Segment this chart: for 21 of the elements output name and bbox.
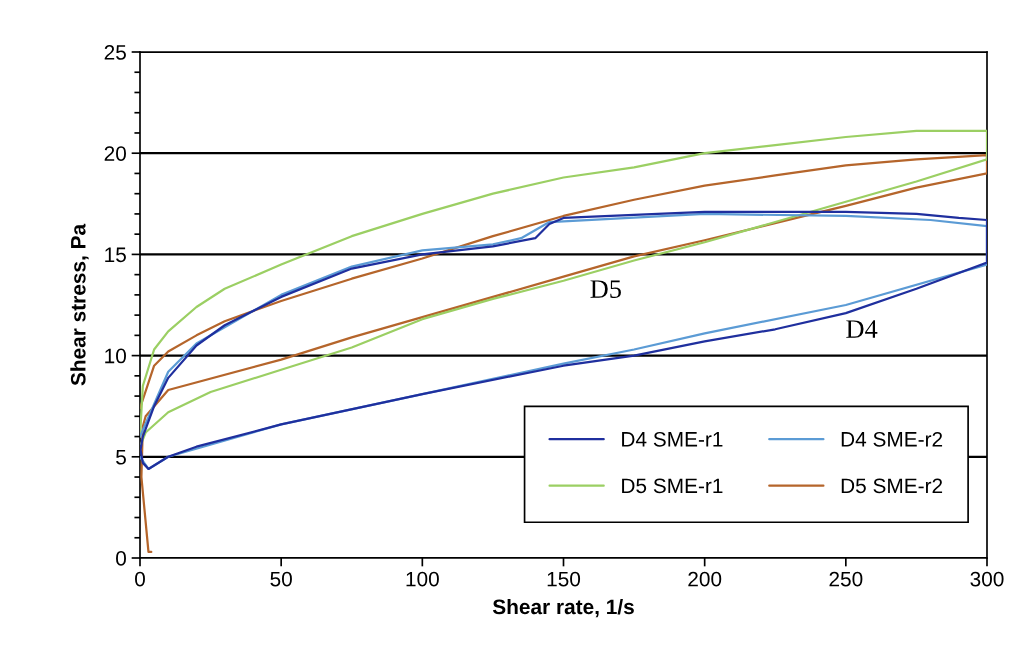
annotation: D4	[846, 320, 878, 338]
y-axis-title: Shear stress, Pa	[70, 223, 89, 386]
y-tick-label: 5	[116, 450, 126, 465]
x-tick-label: 100	[406, 571, 439, 587]
y-tick-label: 25	[104, 45, 126, 60]
x-tick-label: 150	[547, 571, 581, 587]
legend-label: D5 SME-r1	[622, 478, 723, 494]
annotation: D5	[590, 280, 621, 298]
y-tick-label: 0	[116, 551, 126, 566]
legend-label: D5 SME-r2	[841, 478, 943, 494]
y-tick-label: 10	[105, 348, 126, 364]
y-tick-label: 15	[105, 247, 126, 263]
x-tick-label: 200	[688, 571, 722, 587]
legend-label: D4 SME-r1	[622, 431, 723, 447]
x-tick-label: 250	[829, 571, 863, 587]
x-axis-title: Shear rate, 1/s	[492, 598, 634, 618]
x-tick-label: 0	[135, 571, 145, 587]
x-tick-label: 50	[270, 571, 292, 587]
y-tick-label: 20	[104, 146, 126, 161]
x-tick-label: 300	[970, 571, 1004, 587]
legend-label: D4 SME-r2	[841, 431, 943, 447]
